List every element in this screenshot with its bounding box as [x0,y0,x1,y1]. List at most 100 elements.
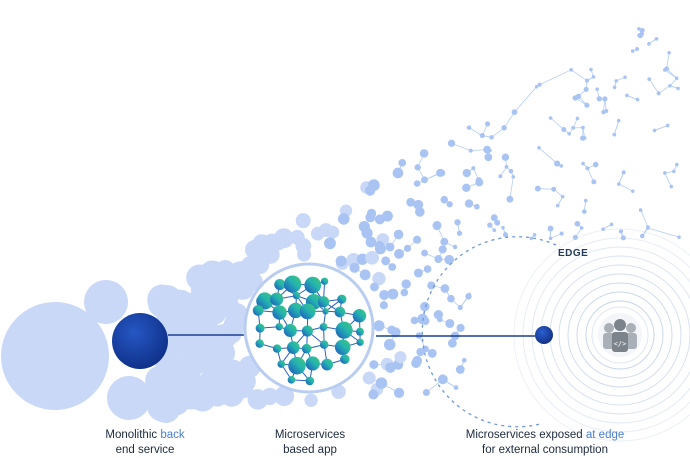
app-node [288,357,306,375]
mesh-node [365,212,375,222]
mesh-node [554,161,560,167]
mesh-node [501,226,505,230]
caption-monolith-accent: back [160,429,184,441]
caption-edge-accent: at edge [586,429,624,441]
mesh-node [445,319,454,328]
monolith-core [112,313,168,369]
mesh-node [338,213,350,225]
app-node [255,339,263,347]
mesh-node [370,282,379,291]
app-node [336,322,353,339]
mesh-node [580,136,585,141]
mesh-node [368,179,380,191]
mesh-node [261,388,278,405]
mesh-node [458,305,463,310]
mesh-node [413,236,421,244]
mesh-node [319,223,333,237]
mesh-node [447,201,453,207]
app-node [306,377,315,386]
mesh-node [380,301,388,309]
mesh-node [454,219,460,225]
mesh-node [453,245,458,250]
mesh-node [653,129,657,133]
app-node [276,323,283,330]
caption-microservices-line1: Microservices [245,428,375,443]
microservices-app [245,264,373,392]
mesh-node [669,185,673,189]
mesh-node [171,329,198,356]
caption-monolith-line2: end service [80,443,210,458]
mesh-node [462,184,470,192]
edge-label: EDGE [558,248,588,259]
app-node [356,339,363,346]
mesh-node [666,124,670,128]
mesh-node [663,171,667,175]
mesh-node [467,293,471,297]
mesh-link [665,70,677,78]
mesh-node [502,154,509,161]
mesh-node [622,170,626,174]
mesh-node [463,169,471,177]
mesh-node [512,109,518,115]
mesh-node [610,223,614,227]
app-node [320,340,328,348]
mesh-node [533,233,537,237]
mesh-node [469,149,473,153]
bubble [84,280,128,324]
mesh-node [363,372,376,385]
mesh-node [474,204,480,210]
app-node [318,296,329,307]
mesh-node [454,385,459,390]
mesh-link [619,184,633,191]
mesh-node [471,166,475,170]
mesh-node [498,174,502,178]
users-code-icon: </> [592,307,648,363]
mesh-node [438,374,448,384]
mesh-node [560,232,564,236]
mesh-node [485,121,490,126]
mesh-node [582,209,587,214]
mesh-node [420,302,429,311]
mesh-node [530,237,534,241]
mesh-link [515,87,537,112]
mesh-node [647,77,651,81]
mesh-node [636,98,640,102]
mesh-node [567,132,571,136]
mesh-node [440,196,448,204]
app-node [272,305,286,319]
mesh-node [589,68,593,72]
caption-monolith-line1: Monolithic [105,429,160,441]
mesh-node [619,230,623,234]
caption-edge-line1: Microservices exposed [466,429,586,441]
mesh-node [591,179,596,184]
mesh-node [597,96,602,101]
mesh-node [489,135,493,139]
mesh-node [414,180,421,187]
mesh-node [480,133,485,138]
mesh-node [511,175,515,179]
mesh-node [386,243,395,252]
mesh-node [360,269,371,280]
mesh-link [539,148,557,164]
app-node [322,308,328,314]
mesh-node [381,256,390,265]
mesh-node [484,153,492,161]
mesh-node [365,251,379,265]
mesh-node [439,245,447,253]
mesh-node [189,384,216,411]
mesh-node [414,268,423,277]
mesh-node [614,79,618,83]
mesh-node [571,126,575,130]
mesh-node [369,360,378,369]
mesh-node [668,84,672,88]
mesh-node [349,263,359,273]
mesh-node [382,211,393,222]
mesh-node [631,49,635,53]
mesh-node [501,125,506,130]
mesh-node [647,42,651,46]
mesh-node [559,164,563,168]
bubble [85,352,105,372]
app-node [353,309,366,322]
app-node [274,279,285,290]
mesh-node [296,213,311,228]
